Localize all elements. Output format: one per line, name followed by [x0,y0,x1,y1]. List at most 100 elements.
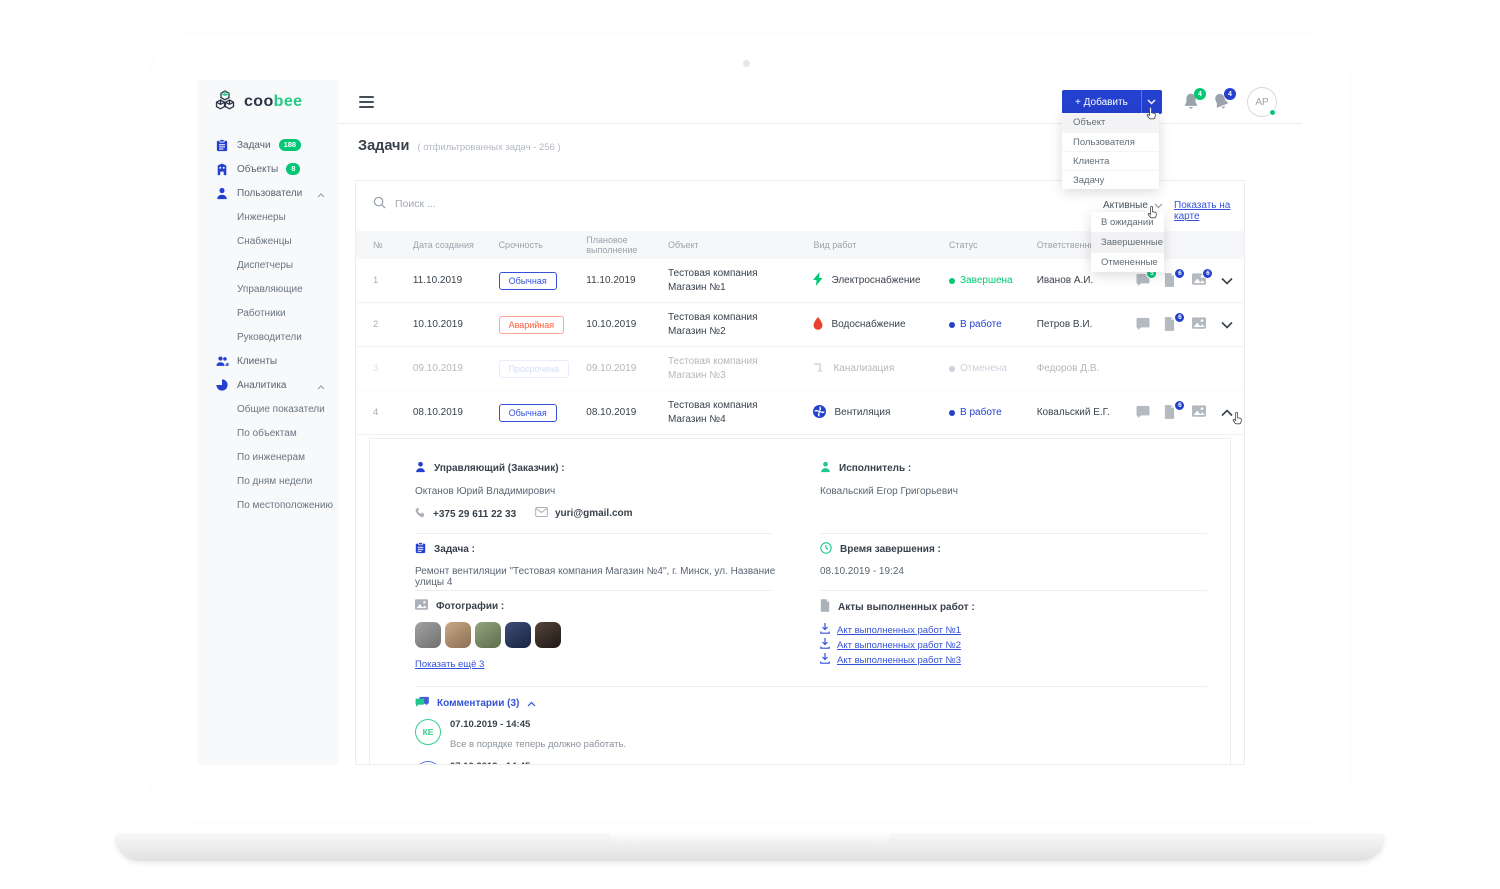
add-caret-button[interactable] [1140,90,1162,114]
sidebar-item-analytics[interactable]: Аналитика [198,373,338,397]
sidebar-item-general-stats[interactable]: Общие показатели [237,403,325,415]
photos-count-badge: 6 [1202,268,1214,279]
main-area: + Добавить 4 4 AP Объект [338,80,1302,765]
page-subtitle: ( отфильтрованных задач - 256 ) [417,142,561,153]
comments-icon[interactable] [1136,317,1151,332]
sidebar-item-clients[interactable]: Клиенты [198,349,338,373]
chat-bubbles-icon [415,696,429,711]
add-menu-item-object[interactable]: Объект [1062,113,1159,132]
executor-label: Исполнитель : [820,461,911,476]
avatar-initials: AP [1255,96,1269,108]
photos-icon[interactable]: 6 [1192,268,1214,288]
photo-thumbnail[interactable] [505,622,531,648]
comment-date: 07.10.2019 - 14:45 [450,761,530,764]
photos-icon[interactable] [1192,405,1207,420]
table-row[interactable]: 1 11.10.2019 Обычная 11.10.2019 Тестовая… [356,259,1244,303]
status-menu-item-cancelled[interactable]: Отмененные [1091,252,1164,272]
photo-thumbnail[interactable] [475,622,501,648]
manager-label: Управляющий (Заказчик) : [415,461,565,476]
sidebar-item-managers[interactable]: Управляющие [237,283,303,295]
files-icon[interactable]: 6 [1164,312,1186,332]
hamburger-menu-icon[interactable] [359,96,374,111]
laptop-camera-dot [743,60,750,67]
email-contact[interactable]: yuri@gmail.com [535,507,633,520]
urgency-badge: Обычная [498,271,557,290]
status-filter-select[interactable]: Активные [1103,200,1163,211]
act-download-link[interactable]: Акт выполненных работ №1 [820,623,961,637]
online-status-dot [1268,108,1277,117]
expand-row-button[interactable] [1210,277,1244,285]
chevron-down-icon [1221,321,1233,329]
phone-contact[interactable]: +375 29 611 22 33 [415,507,516,521]
clipboard-icon [415,542,426,557]
add-button-label[interactable]: + Добавить [1062,90,1141,114]
search-input[interactable] [395,198,595,210]
sidebar-item-by-location[interactable]: По местоположению [237,499,334,511]
photos-label: Фотографии : [415,599,504,613]
avatar[interactable]: AP [1247,87,1277,117]
add-menu-item-client[interactable]: Клиента [1062,151,1159,170]
comments-toggle[interactable]: Комментарии (3) [415,696,536,711]
comment-text: Все в порядке теперь должно работать. [450,739,627,750]
clipboard-icon [215,138,229,152]
acts-label: Акты выполненных работ : [820,599,975,615]
photo-thumbnails [415,622,561,648]
download-icon [820,623,830,637]
notification-bell-icon[interactable]: 4 [1183,88,1206,111]
status-label: Завершена [960,275,1013,286]
sidebar-item-engineers[interactable]: Инженеры [237,211,286,223]
sidebar-item-objects[interactable]: Объекты 8 [198,157,338,181]
comments-icon[interactable] [1136,405,1151,420]
person-icon [215,186,229,200]
app-logo[interactable]: coobee [198,80,338,124]
download-icon [820,653,830,667]
table-row[interactable]: 3 09.10.2019 Просрочена 09.10.2019 Тесто… [356,347,1244,391]
search-bar [373,196,595,212]
sidebar-item-label: Пользователи [237,187,303,199]
files-count-badge: 6 [1174,400,1186,411]
sidebar-item-label: Объекты [237,163,279,175]
task-description: Ремонт вентиляции "Тестовая компания Маг… [415,566,776,588]
pie-chart-icon [215,378,229,392]
photos-icon[interactable] [1192,317,1207,332]
sidebar-menu: Задачи 188 Объекты 8 Пользователи Инжене… [198,133,338,517]
sidebar-item-supervisors[interactable]: Руководители [237,331,302,343]
sidebar-item-by-weekdays[interactable]: По дням недели [237,475,313,487]
sidebar-item-dispatchers[interactable]: Диспетчеры [237,259,294,271]
fan-icon [813,404,827,421]
status-menu-item-pending[interactable]: В ожидании [1101,216,1154,228]
sidebar-item-suppliers[interactable]: Снабженцы [237,235,292,247]
act-download-link[interactable]: Акт выполненных работ №2 [820,638,961,652]
sidebar-item-users[interactable]: Пользователи [198,181,338,205]
table-row[interactable]: 4 08.10.2019 Обычная 08.10.2019 Тестовая… [356,391,1244,435]
add-button[interactable]: + Добавить [1062,90,1162,114]
collapse-row-button[interactable] [1210,408,1244,417]
sidebar-item-tasks[interactable]: Задачи 188 [198,133,338,157]
sidebar-item-by-objects[interactable]: По объектам [237,427,297,439]
photo-thumbnail[interactable] [445,622,471,648]
act-download-link[interactable]: Акт выполненных работ №3 [820,653,961,667]
laptop-base-notch [610,833,890,846]
add-dropdown-menu: Объект Пользователя Клиента Задачу [1062,113,1159,189]
files-icon[interactable]: 6 [1164,400,1186,420]
announcement-count-badge: 4 [1224,88,1236,100]
announcement-bell-icon[interactable]: 4 [1213,88,1236,111]
add-menu-item-user[interactable]: Пользователя [1062,132,1159,151]
status-menu-item-completed[interactable]: Завершенные [1091,232,1164,252]
table-row[interactable]: 2 10.10.2019 Аварийная 10.10.2019 Тестов… [356,303,1244,347]
objects-count-badge: 8 [286,163,301,175]
expand-row-button[interactable] [1210,321,1244,329]
show-more-photos-link[interactable]: Показать ещё 3 [415,659,485,670]
sidebar-item-workers[interactable]: Работники [237,307,286,319]
photo-thumbnail[interactable] [415,622,441,648]
show-on-map-link[interactable]: Показать на карте [1174,200,1231,222]
urgency-badge: Аварийная [498,315,565,334]
building-icon [215,162,229,176]
files-icon[interactable]: 6 [1164,268,1186,288]
comments-icon[interactable]: 5 [1136,268,1158,288]
sidebar-item-by-engineers[interactable]: По инженерам [237,451,305,463]
document-icon [820,599,830,615]
chevron-up-icon [317,382,325,393]
photo-thumbnail[interactable] [535,622,561,648]
add-menu-item-task[interactable]: Задачу [1062,170,1159,189]
